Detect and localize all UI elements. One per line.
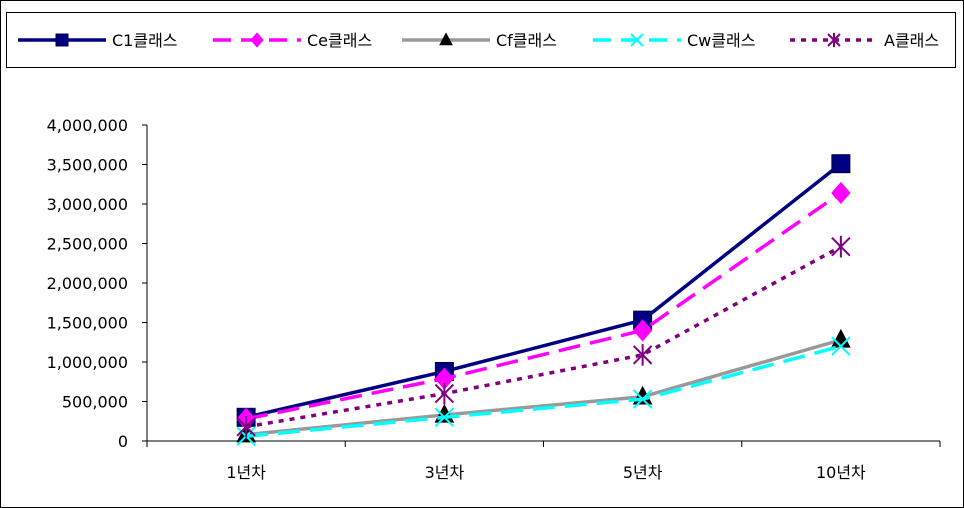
- legend-label-c1: C1클래스: [112, 31, 178, 50]
- y-tick-label: 0: [118, 432, 128, 451]
- x-tick-label: 5년차: [623, 463, 663, 482]
- data-point-cw-stroke: [831, 336, 851, 356]
- data-point-c1: [831, 154, 851, 174]
- legend-box: [6, 12, 956, 68]
- x-tick-label: 1년차: [226, 463, 266, 482]
- y-tick-label: 1,500,000: [47, 314, 128, 333]
- legend-label-cw: Cw클래스: [687, 31, 755, 50]
- data-point-a: [236, 415, 256, 438]
- data-point-ce: [831, 181, 851, 205]
- legend-marker-ce: [250, 32, 264, 48]
- y-tick-label: 2,000,000: [47, 274, 128, 293]
- legend-marker-cw: [630, 33, 644, 47]
- legend-marker-cf: [439, 32, 453, 46]
- data-point-cw: [831, 336, 851, 356]
- series-line-ce: [245, 191, 842, 421]
- y-tick-label: 2,500,000: [47, 235, 128, 254]
- legend-marker-cw-stroke: [630, 33, 644, 47]
- legend-marker-c1: [55, 33, 69, 47]
- legend-label-ce: Ce클래스: [307, 31, 372, 50]
- y-tick-label: 1,000,000: [47, 353, 128, 372]
- y-tick-label: 3,500,000: [47, 156, 128, 175]
- series-line-c1: [245, 162, 842, 420]
- data-point-cw-stroke: [632, 389, 653, 409]
- legend-label-cf: Cf클래스: [496, 31, 557, 50]
- y-tick-label: 4,000,000: [47, 116, 128, 135]
- legend-marker-a: [827, 32, 841, 48]
- x-tick-label: 3년차: [425, 463, 465, 482]
- y-tick-label: 3,000,000: [47, 195, 128, 214]
- y-tick-label: 500,000: [62, 393, 128, 412]
- data-point-cw: [632, 389, 653, 409]
- series-line-a: [245, 245, 842, 429]
- data-point-a: [632, 344, 653, 366]
- data-point-ce: [632, 319, 653, 342]
- series-line-cw: [245, 344, 842, 439]
- data-point-a: [434, 382, 455, 405]
- series-line-cf: [245, 338, 842, 437]
- x-tick-label: 10년차: [816, 463, 866, 482]
- data-point-cw-stroke: [434, 407, 455, 428]
- data-point-cw: [434, 407, 455, 428]
- data-point-a: [831, 235, 851, 258]
- legend-label-a: A클래스: [884, 31, 939, 50]
